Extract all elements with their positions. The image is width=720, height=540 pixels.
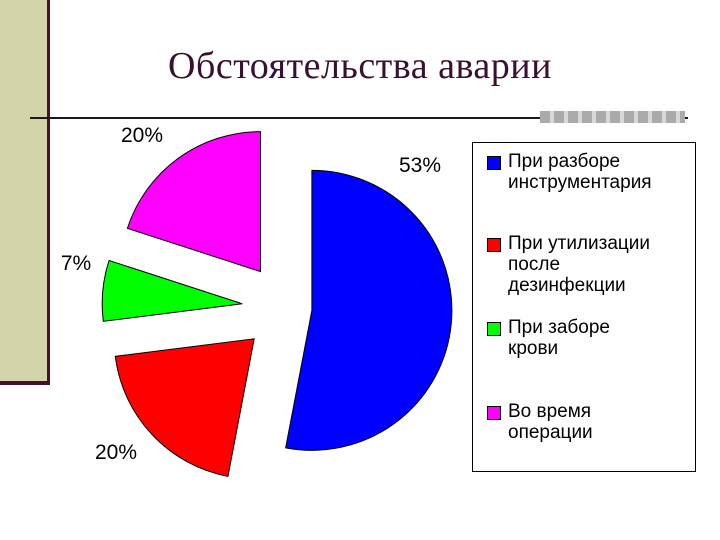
side-decoration-foot bbox=[0, 381, 50, 385]
legend-label-2: При утилизации после дезинфекции bbox=[508, 233, 651, 296]
legend-label-4: Во время операции bbox=[508, 401, 593, 443]
legend-item-3: При заборе крови bbox=[487, 317, 610, 359]
legend-swatch-4 bbox=[487, 406, 501, 420]
title-accent-bar bbox=[540, 111, 685, 123]
data-label-1: 53% bbox=[399, 154, 441, 177]
pie-slice-2 bbox=[114, 338, 255, 477]
data-label-2: 20% bbox=[95, 441, 137, 464]
legend-swatch-3 bbox=[487, 322, 501, 336]
pie-slice-4 bbox=[126, 131, 262, 273]
side-decoration-line bbox=[47, 0, 50, 385]
legend-item-2: При утилизации после дезинфекции bbox=[487, 233, 650, 296]
pie-slice-1 bbox=[285, 169, 453, 451]
legend-label-3: При заборе крови bbox=[508, 317, 610, 359]
legend-swatch-1 bbox=[487, 156, 501, 170]
legend-item-1: При разборе инструментария bbox=[487, 151, 652, 193]
side-decoration-bar bbox=[0, 0, 47, 382]
chart-title: Обстоятельства аварии bbox=[168, 45, 552, 87]
chart-legend: При разборе инструментария При утилизаци… bbox=[472, 142, 696, 472]
data-label-4: 20% bbox=[121, 124, 163, 147]
legend-swatch-2 bbox=[487, 238, 501, 252]
title-underline bbox=[30, 117, 688, 119]
pie-slice-3 bbox=[101, 259, 243, 322]
data-label-3: 7% bbox=[61, 252, 91, 275]
legend-label-1: При разборе инструментария bbox=[508, 151, 652, 193]
legend-item-4: Во время операции bbox=[487, 401, 593, 443]
